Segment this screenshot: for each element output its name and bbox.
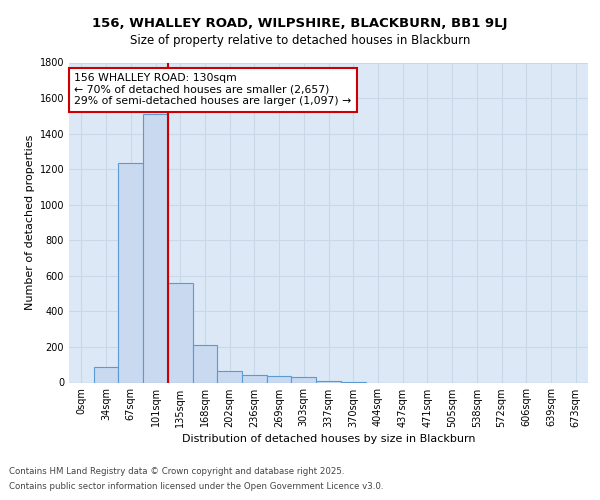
Bar [292,377,316,382]
Bar [94,366,118,382]
Text: 156 WHALLEY ROAD: 130sqm
← 70% of detached houses are smaller (2,657)
29% of sem: 156 WHALLEY ROAD: 130sqm ← 70% of detach… [74,73,351,106]
Bar [217,371,242,382]
Y-axis label: Number of detached properties: Number of detached properties [25,135,35,310]
Bar [193,345,217,383]
Bar [143,114,168,382]
Bar [168,283,193,382]
Text: Size of property relative to detached houses in Blackburn: Size of property relative to detached ho… [130,34,470,47]
Bar [316,380,341,382]
Bar [267,376,292,382]
Text: Contains HM Land Registry data © Crown copyright and database right 2025.: Contains HM Land Registry data © Crown c… [9,467,344,476]
X-axis label: Distribution of detached houses by size in Blackburn: Distribution of detached houses by size … [182,434,475,444]
Text: Contains public sector information licensed under the Open Government Licence v3: Contains public sector information licen… [9,482,383,491]
Bar [118,163,143,382]
Text: 156, WHALLEY ROAD, WILPSHIRE, BLACKBURN, BB1 9LJ: 156, WHALLEY ROAD, WILPSHIRE, BLACKBURN,… [92,18,508,30]
Bar [242,374,267,382]
